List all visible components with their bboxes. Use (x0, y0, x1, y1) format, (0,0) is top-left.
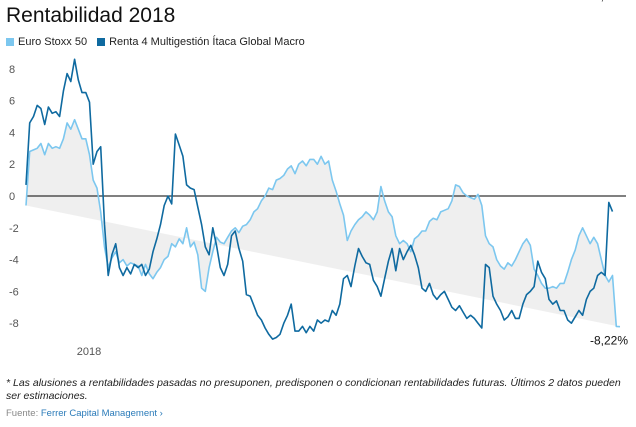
legend-swatch-euro-stoxx (6, 38, 14, 46)
line-chart: 8 6 4 2 0 -2 -4 -6 -8 2018 -0,98% -8,22% (9, 0, 628, 358)
y-tick-label: -2 (9, 223, 19, 235)
y-tick-label: 4 (9, 127, 15, 139)
end-label-euro-stoxx: -8,22% (590, 334, 628, 348)
end-label-renta4: -0,98% (590, 0, 628, 3)
y-tick-label: 6 (9, 96, 15, 108)
y-tick-label: 2 (9, 159, 15, 171)
series-line-renta4 (25, 58, 614, 340)
y-tick-label: 0 (9, 191, 15, 203)
y-tick-label: -8 (9, 318, 19, 330)
chart-title: Rentabilidad 2018 (6, 4, 176, 27)
chart-source: Fuente: Ferrer Capital Management › (6, 408, 163, 419)
legend-item-renta4[interactable]: Renta 4 Multigestión Ítaca Global Macro (97, 36, 305, 48)
legend-label-euro-stoxx: Euro Stoxx 50 (18, 36, 88, 48)
legend-item-euro-stoxx[interactable]: Euro Stoxx 50 (6, 36, 87, 48)
y-tick-label: -6 (9, 286, 19, 298)
y-tick-label: 8 (9, 64, 15, 76)
source-link[interactable]: Ferrer Capital Management (40, 408, 158, 419)
legend-swatch-renta4 (97, 38, 106, 46)
x-tick-label: 2018 (77, 346, 101, 358)
series-gap-area (26, 119, 620, 327)
source-label: Fuente: (6, 408, 39, 419)
chart-footnote: * Las alusiones a rentabilidades pasadas… (6, 377, 621, 402)
y-tick-label: -4 (9, 255, 19, 267)
source-arrow-icon: › (159, 408, 163, 419)
series-line-euro-stoxx (25, 118, 621, 328)
chart-legend: Euro Stoxx 50 Renta 4 Multigestión Ítaca… (6, 36, 305, 48)
legend-label-renta4: Renta 4 Multigestión Ítaca Global Macro (109, 36, 305, 48)
